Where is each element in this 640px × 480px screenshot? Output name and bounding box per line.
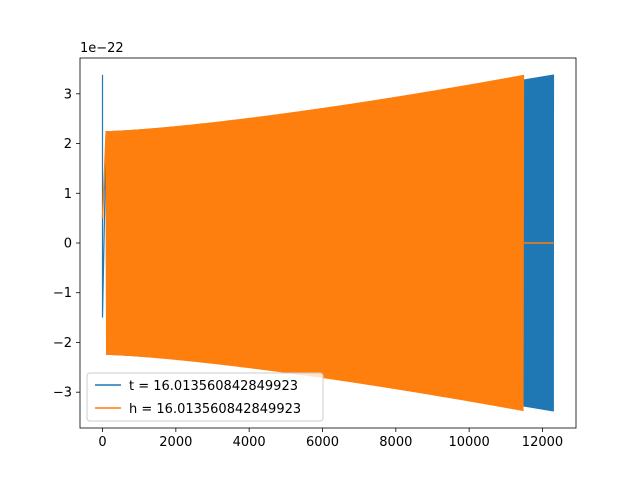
y-tick-label: −2 [53, 336, 72, 351]
y-tick-label: 1 [64, 187, 72, 202]
y-tick-label: 0 [64, 237, 72, 252]
y-tick-label: −1 [53, 286, 72, 301]
x-tick-label: 8000 [379, 435, 412, 450]
y-tick-label: −3 [53, 386, 72, 401]
x-tick-label: 4000 [233, 435, 266, 450]
series-h-line [101, 74, 554, 411]
x-axis: 0 2000 4000 6000 8000 10000 12000 [98, 428, 563, 450]
y-tick-label: 2 [64, 137, 72, 152]
legend-label-h: h = 16.013560842849923 [129, 402, 301, 417]
x-tick-label: 6000 [306, 435, 339, 450]
y-tick-label: 3 [64, 87, 72, 102]
plot-area [101, 74, 555, 412]
y-axis: −3 −2 −1 0 1 2 3 [53, 87, 80, 401]
legend-label-t: t = 16.013560842849923 [129, 379, 298, 394]
x-tick-label: 0 [98, 435, 106, 450]
series-h-path [101, 74, 525, 411]
x-tick-label: 2000 [159, 435, 192, 450]
legend: t = 16.013560842849923 h = 16.0135608428… [86, 372, 324, 422]
y-offset-text: 1e−22 [80, 41, 124, 56]
legend-frame [86, 372, 324, 422]
x-tick-label: 12000 [522, 435, 563, 450]
x-tick-label: 10000 [448, 435, 489, 450]
